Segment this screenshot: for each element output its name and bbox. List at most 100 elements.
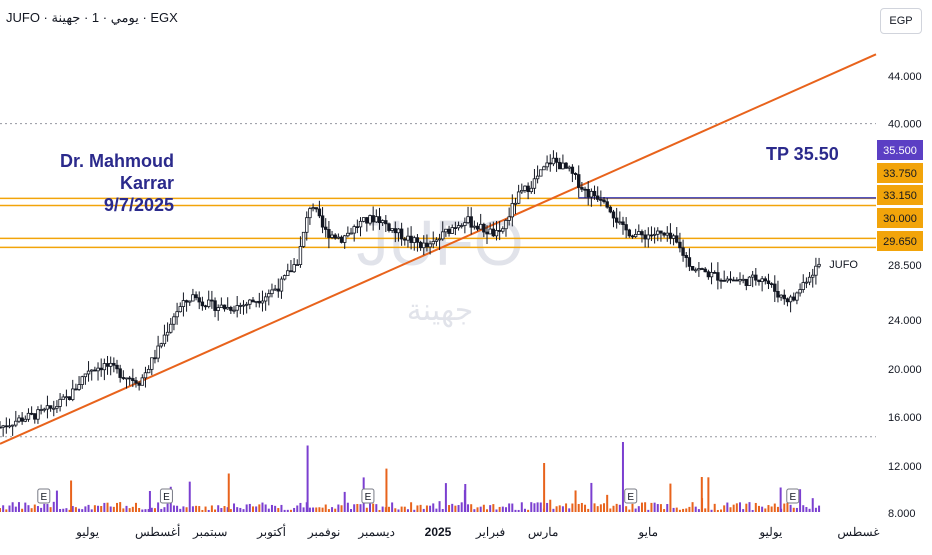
candle-body xyxy=(488,228,492,235)
volume-bar xyxy=(337,504,340,512)
volume-bar xyxy=(134,502,137,512)
x-tick-label: أكتوبر xyxy=(256,524,286,539)
candle-body xyxy=(387,223,391,231)
volume-bar xyxy=(103,502,106,512)
candle-body xyxy=(548,162,552,165)
volume-bar xyxy=(555,506,558,512)
volume-bar xyxy=(14,506,17,512)
candle-body xyxy=(308,208,312,219)
volume-bar xyxy=(533,503,536,512)
volume-bar xyxy=(792,507,795,512)
candle-body xyxy=(184,300,189,303)
candle-body xyxy=(662,232,666,236)
volume-bar xyxy=(400,506,403,512)
volume-bar xyxy=(204,506,207,512)
volume-bar xyxy=(176,505,179,512)
candle-body xyxy=(336,236,341,239)
candle-body xyxy=(788,296,793,303)
volume-bar xyxy=(369,503,372,512)
candle-body xyxy=(570,166,575,174)
candle-body xyxy=(811,274,815,278)
volume-bar xyxy=(87,504,90,512)
candle-body xyxy=(716,272,720,281)
candle-body xyxy=(143,372,148,379)
candle-body xyxy=(102,363,107,371)
volume-bar xyxy=(179,508,182,512)
volume-bar xyxy=(172,505,175,512)
candle-body xyxy=(352,226,356,234)
volume-bar xyxy=(580,502,583,512)
candle-body xyxy=(67,396,72,401)
earnings-marker-label: E xyxy=(40,492,47,503)
currency-badge[interactable]: EGP xyxy=(880,8,922,34)
volume-spike xyxy=(543,463,546,512)
volume-bar xyxy=(599,504,602,512)
candle-body xyxy=(520,190,524,193)
candle-body xyxy=(478,223,483,230)
volume-bar xyxy=(343,491,346,512)
volume-bar xyxy=(21,508,24,512)
volume-bar xyxy=(413,509,416,512)
candle-body xyxy=(58,398,62,407)
candle-body xyxy=(140,377,145,386)
volume-bar xyxy=(0,508,1,512)
volume-bar xyxy=(242,509,245,512)
candle-body xyxy=(86,370,91,375)
candle-body xyxy=(36,409,40,420)
candle-body xyxy=(656,230,660,235)
candle-body xyxy=(497,230,502,232)
candle-body xyxy=(750,274,755,278)
volume-bar xyxy=(732,504,735,512)
volume-bar xyxy=(789,504,792,512)
y-tick-label: 20.000 xyxy=(888,364,922,376)
candle-body xyxy=(188,300,192,303)
volume-bar xyxy=(504,507,507,512)
volume-bar xyxy=(195,505,198,512)
candle-body xyxy=(583,188,587,191)
level-label: 30.000 xyxy=(883,213,917,225)
volume-spike xyxy=(148,491,151,512)
volume-bar xyxy=(716,509,719,512)
y-tick-label: 16.000 xyxy=(888,412,922,424)
candle-body xyxy=(684,255,688,259)
candle-body xyxy=(624,224,628,231)
symbol-header[interactable]: JUFO · يومي · 1 · جهينة · EGX xyxy=(6,10,178,25)
candle-body xyxy=(203,305,208,308)
candle-body xyxy=(244,303,249,306)
volume-bar xyxy=(650,502,653,512)
candle-body xyxy=(112,362,116,366)
candle-body xyxy=(108,362,113,367)
candle-body xyxy=(365,217,369,224)
candle-body xyxy=(728,278,733,281)
volume-bar xyxy=(435,508,438,512)
candle-body xyxy=(409,235,413,243)
volume-bar xyxy=(675,507,678,512)
candle-body xyxy=(441,231,445,240)
level-label: 35.500 xyxy=(883,145,917,157)
candle-body xyxy=(368,215,372,224)
earnings-marker-label: E xyxy=(627,492,634,503)
candle-body xyxy=(422,242,426,249)
candle-body xyxy=(134,380,138,384)
volume-bar xyxy=(5,509,8,512)
candle-body xyxy=(817,263,821,267)
volume-bar xyxy=(251,506,254,512)
volume-bar xyxy=(814,507,817,512)
volume-bar xyxy=(59,508,62,512)
volume-bar xyxy=(694,506,697,512)
volume-bar xyxy=(274,505,277,512)
earnings-marker-label: E xyxy=(163,492,170,503)
candle-body xyxy=(124,377,129,380)
candle-body xyxy=(719,279,723,282)
volume-bar xyxy=(663,509,666,512)
candle-body xyxy=(137,382,141,386)
volume-bar xyxy=(280,504,283,512)
earnings-marker xyxy=(37,488,51,504)
volume-spike xyxy=(700,477,703,512)
volume-bar xyxy=(637,506,640,512)
candle-body xyxy=(754,274,758,281)
candle-body xyxy=(93,369,97,372)
level-label-bg xyxy=(877,140,923,160)
volume-bar xyxy=(767,505,770,512)
candle-body xyxy=(77,384,81,390)
